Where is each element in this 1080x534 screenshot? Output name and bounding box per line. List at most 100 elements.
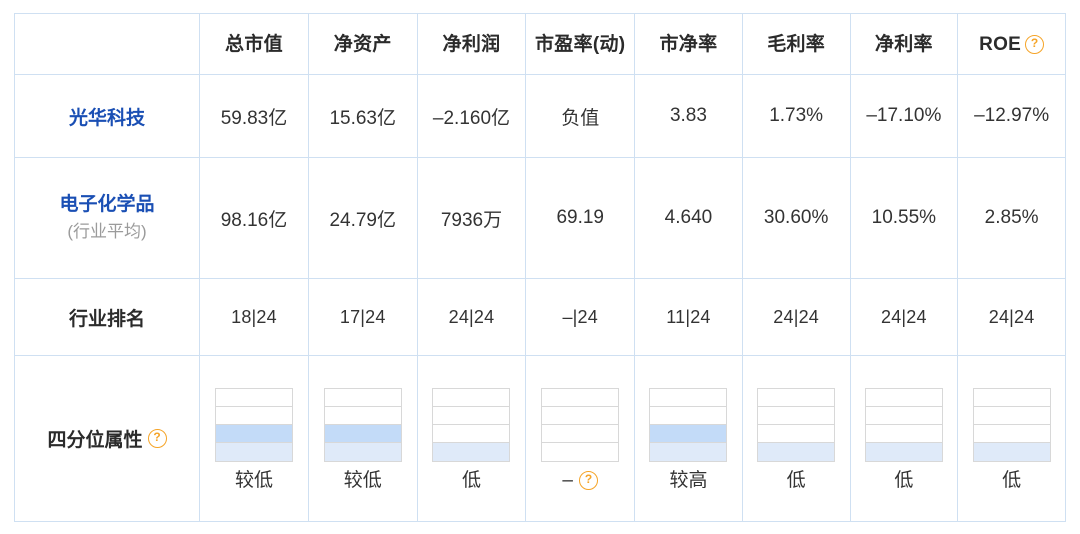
header-cell-market-cap: 总市值 <box>199 13 309 75</box>
quartile-segment-white <box>433 424 510 443</box>
help-icon[interactable]: ? <box>579 470 598 490</box>
quartile-segment-white <box>542 388 619 407</box>
quartile-value-label: 低 <box>786 469 806 491</box>
quartile-label-cell: 四分位属性 ? <box>13 355 201 522</box>
industry-net-profit: 7936万 <box>416 157 527 279</box>
quartile-segment-white <box>650 388 727 407</box>
quartile-segment-light <box>758 442 835 461</box>
industry-market-cap: 98.16亿 <box>199 157 309 279</box>
stock-pb-ratio: 3.83 <box>634 74 743 158</box>
quartile-text-wrap: 低 <box>787 471 806 490</box>
financial-comparison-table: 总市值 净资产 净利润 市盈率(动) 市净率 毛利率 净利率 ROE <box>13 13 1066 522</box>
rank-roe: 24|24 <box>957 278 1066 356</box>
quartile-segment-light <box>433 442 510 461</box>
table-row-industry-average: 电子化学品 (行业平均) 98.16亿 24.79亿 7936万 69.19 4… <box>13 157 1066 279</box>
stock-gross-margin: 1.73% <box>741 74 851 158</box>
quartile-cell: –? <box>525 355 636 522</box>
quartile-segment-white <box>865 406 942 425</box>
quartile-text-wrap: 较低 <box>344 471 382 490</box>
quartile-segment-white <box>650 406 727 425</box>
quartile-segment-white <box>215 406 292 425</box>
stock-net-assets: 15.63亿 <box>307 74 418 158</box>
industry-pb-ratio: 4.640 <box>634 157 743 279</box>
help-icon[interactable]: ? <box>147 429 167 448</box>
table-header-row: 总市值 净资产 净利润 市盈率(动) 市净率 毛利率 净利率 ROE <box>13 13 1066 75</box>
quartile-bar <box>541 387 620 462</box>
industry-roe: 2.85% <box>957 157 1066 279</box>
quartile-text-wrap: 较高 <box>669 471 707 490</box>
quartile-segment-white <box>324 388 401 407</box>
table-row-stock: 光华科技 59.83亿 15.63亿 –2.160亿 负值 3.83 1.73%… <box>13 74 1066 158</box>
stock-market-cap: 59.83亿 <box>199 74 309 158</box>
quartile-segment-white <box>324 406 401 425</box>
quartile-segment-white <box>542 442 619 461</box>
quartile-value-label: 低 <box>461 469 481 491</box>
rank-pe-ratio: –|24 <box>525 278 636 356</box>
rank-label: 行业排名 <box>69 308 146 330</box>
header-label: 总市值 <box>225 33 283 55</box>
quartile-segment-white <box>215 388 292 407</box>
quartile-segment-white <box>433 406 510 425</box>
quartile-text-wrap: 低 <box>1002 471 1021 490</box>
header-cell-net-assets: 净资产 <box>307 13 418 75</box>
quartile-segment-white <box>758 424 835 443</box>
header-label: 市净率 <box>659 33 718 55</box>
header-label: 净资产 <box>333 33 392 55</box>
industry-net-margin: 10.55% <box>849 157 959 279</box>
quartile-segment-white <box>758 406 835 425</box>
quartile-segment-mid <box>215 424 292 443</box>
rank-label-cell: 行业排名 <box>13 278 201 356</box>
quartile-segment-light <box>973 442 1050 461</box>
industry-gross-margin: 30.60% <box>741 157 851 279</box>
quartile-value-label: 低 <box>894 469 914 491</box>
quartile-segment-light <box>865 442 942 461</box>
industry-net-assets: 24.79亿 <box>307 157 418 279</box>
industry-name-cell[interactable]: 电子化学品 (行业平均) <box>13 157 201 279</box>
header-label: ROE <box>979 33 1022 55</box>
stock-net-margin: –17.10% <box>849 74 959 158</box>
quartile-bar <box>972 387 1051 462</box>
stock-roe: –12.97% <box>957 74 1066 158</box>
header-label: 净利率 <box>874 33 933 55</box>
quartile-bar <box>864 387 943 462</box>
quartile-segment-white <box>865 388 942 407</box>
quartile-cell: 低 <box>416 355 527 522</box>
table-row-industry-rank: 行业排名 18|24 17|24 24|24 –|24 11|24 24|24 … <box>13 278 1066 356</box>
stock-net-profit: –2.160亿 <box>416 74 527 158</box>
quartile-segment-white <box>973 424 1050 443</box>
industry-name-link[interactable]: 电子化学品 <box>59 194 155 216</box>
quartile-value-label: 低 <box>1002 469 1022 491</box>
quartile-cell: 较高 <box>634 355 743 522</box>
quartile-text-wrap: 较低 <box>235 471 273 490</box>
quartile-cell: 较低 <box>199 355 309 522</box>
quartile-segment-light <box>215 442 292 461</box>
rank-pb-ratio: 11|24 <box>634 278 743 356</box>
stock-name-cell[interactable]: 光华科技 <box>13 74 201 158</box>
quartile-segment-light <box>650 442 727 461</box>
table-row-quartile: 四分位属性 ? 较低 较低 低 –? 较高 低 低 低 <box>13 355 1066 522</box>
rank-net-profit: 24|24 <box>416 278 527 356</box>
quartile-segment-white <box>865 424 942 443</box>
quartile-bar <box>323 387 402 462</box>
quartile-bar <box>214 387 293 462</box>
quartile-text-wrap: 低 <box>462 471 481 490</box>
quartile-segment-white <box>542 406 619 425</box>
header-label: 市盈率(动) <box>534 33 626 55</box>
header-cell-pb-ratio: 市净率 <box>634 13 743 75</box>
quartile-bar <box>649 387 728 462</box>
quartile-value-label: 较低 <box>234 469 273 491</box>
quartile-segment-white <box>973 388 1050 407</box>
header-cell-pe-ratio: 市盈率(动) <box>525 13 636 75</box>
quartile-segment-white <box>758 388 835 407</box>
quartile-cell: 低 <box>741 355 851 522</box>
help-icon[interactable]: ? <box>1025 34 1045 54</box>
industry-name-subtitle: (行业平均) <box>67 222 147 242</box>
quartile-segment-white <box>433 388 510 407</box>
quartile-text-wrap: 低 <box>894 471 913 490</box>
rank-gross-margin: 24|24 <box>741 278 851 356</box>
header-cell-roe: ROE ? <box>957 13 1066 75</box>
stock-name-link[interactable]: 光华科技 <box>69 107 146 129</box>
quartile-text-wrap: –? <box>562 470 598 490</box>
header-cell-gross-margin: 毛利率 <box>741 13 851 75</box>
